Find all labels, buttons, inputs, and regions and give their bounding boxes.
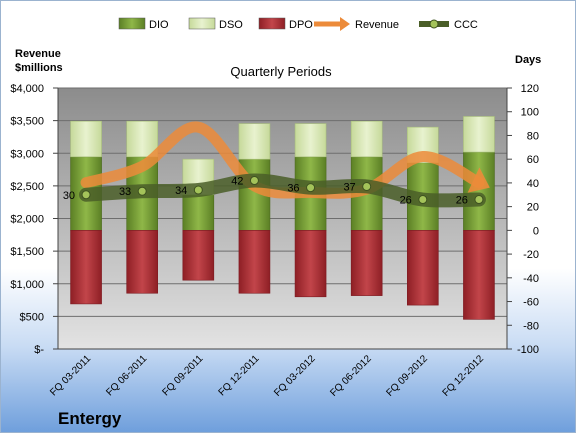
legend-swatch-dso xyxy=(188,17,216,30)
x-tick-label: FQ 06-2011 xyxy=(104,353,149,398)
bar-dpo xyxy=(350,230,383,296)
y-right-tick-label: -80 xyxy=(523,320,539,332)
company-name: Entergy xyxy=(58,409,122,428)
x-tick-label: FQ 03-2012 xyxy=(272,353,318,399)
x-tick-label: FQ 09-2012 xyxy=(384,353,430,399)
ccc-marker xyxy=(474,195,484,205)
ccc-data-label: 26 xyxy=(400,195,412,207)
y-left-label-line2: $millions xyxy=(15,62,63,74)
ccc-marker xyxy=(418,195,428,205)
ccc-data-label: 34 xyxy=(175,185,187,197)
ccc-data-label: 36 xyxy=(287,183,299,195)
y-right-tick-label: -100 xyxy=(517,344,539,356)
bar-dpo xyxy=(407,230,439,306)
bar-dpo xyxy=(182,230,215,281)
bar-dpo xyxy=(238,230,271,294)
legend-arrowhead xyxy=(340,17,350,31)
x-tick-label: FQ 12-2011 xyxy=(217,353,262,398)
legend-label: DIO xyxy=(149,19,169,31)
bar-dio xyxy=(463,151,495,231)
line-series: 30 33 34 42 36 37 26 26 xyxy=(63,121,490,208)
x-tick-label: FQ 09-2011 xyxy=(160,353,205,398)
legend-label: CCC xyxy=(454,19,478,31)
x-tick-label: FQ 06-2012 xyxy=(328,353,374,399)
bar-dpo xyxy=(126,230,158,294)
ccc-data-label: 42 xyxy=(231,176,243,188)
y-right-tick-label: 20 xyxy=(527,202,539,214)
legend-label: Revenue xyxy=(355,19,399,31)
legend-label: DSO xyxy=(219,19,243,31)
y-left-tick-label: $4,000 xyxy=(10,83,44,95)
bar-dso xyxy=(238,123,271,160)
ccc-data-label: 26 xyxy=(456,195,468,207)
y-left-tick-label: $3,500 xyxy=(10,116,44,128)
ccc-data-label: 30 xyxy=(63,190,75,202)
revenue-arrowhead xyxy=(467,167,490,193)
y-left-tick-label: $1,500 xyxy=(10,246,44,258)
bar-dpo xyxy=(463,230,495,320)
y-left-tick-label: $- xyxy=(34,344,44,356)
y-right-tick-label: 60 xyxy=(527,154,539,166)
legend: DIO DSO DPO Revenue CCC xyxy=(118,17,478,31)
bar-dso xyxy=(350,120,383,158)
bar-dpo xyxy=(70,230,102,305)
legend-swatch-dpo xyxy=(258,17,286,30)
ccc-marker xyxy=(137,186,147,196)
y-left-tick-label: $3,000 xyxy=(10,148,44,160)
y-right-tick-label: 40 xyxy=(527,178,539,190)
ccc-data-label: 37 xyxy=(343,181,355,193)
y-right-tick-label: -60 xyxy=(523,297,539,309)
y-right-tick-label: 0 xyxy=(533,225,539,237)
legend-marker xyxy=(429,19,439,29)
ccc-marker xyxy=(306,183,316,193)
y-left-tick-label: $1,000 xyxy=(10,279,44,291)
y-right-tick-label: 80 xyxy=(527,130,539,142)
y-left-label-line1: Revenue xyxy=(15,48,61,60)
y-right-tick-label: -40 xyxy=(523,273,539,285)
y-right-tick-label: 100 xyxy=(521,107,539,119)
bar-dso xyxy=(463,116,495,153)
ccc-marker xyxy=(81,190,91,200)
revenue-line xyxy=(80,121,485,199)
chart-title: Quarterly Periods xyxy=(230,64,332,79)
legend-label: DPO xyxy=(289,19,313,31)
y-left-tick-label: $2,000 xyxy=(10,214,44,226)
bar-dpo xyxy=(294,230,327,298)
y-right-label: Days xyxy=(515,54,541,66)
bar-dso xyxy=(126,120,158,158)
bar-dso xyxy=(70,120,102,158)
ccc-marker xyxy=(362,181,372,191)
ccc-marker xyxy=(193,185,203,195)
x-tick-label: FQ 03-2011 xyxy=(48,353,93,398)
ccc-line xyxy=(79,173,486,208)
bar-dso xyxy=(294,123,327,158)
y-left-tick-label: $2,500 xyxy=(10,181,44,193)
ccc-marker xyxy=(249,176,259,186)
x-tick-label: FQ 12-2012 xyxy=(441,353,487,399)
ccc-data-label: 33 xyxy=(119,186,131,198)
bar-dio xyxy=(182,194,215,231)
legend-swatch-dio xyxy=(118,17,146,30)
y-left-tick-label: $500 xyxy=(20,311,44,323)
y-right-tick-label: 120 xyxy=(521,83,539,95)
y-right-tick-label: -20 xyxy=(523,249,539,261)
